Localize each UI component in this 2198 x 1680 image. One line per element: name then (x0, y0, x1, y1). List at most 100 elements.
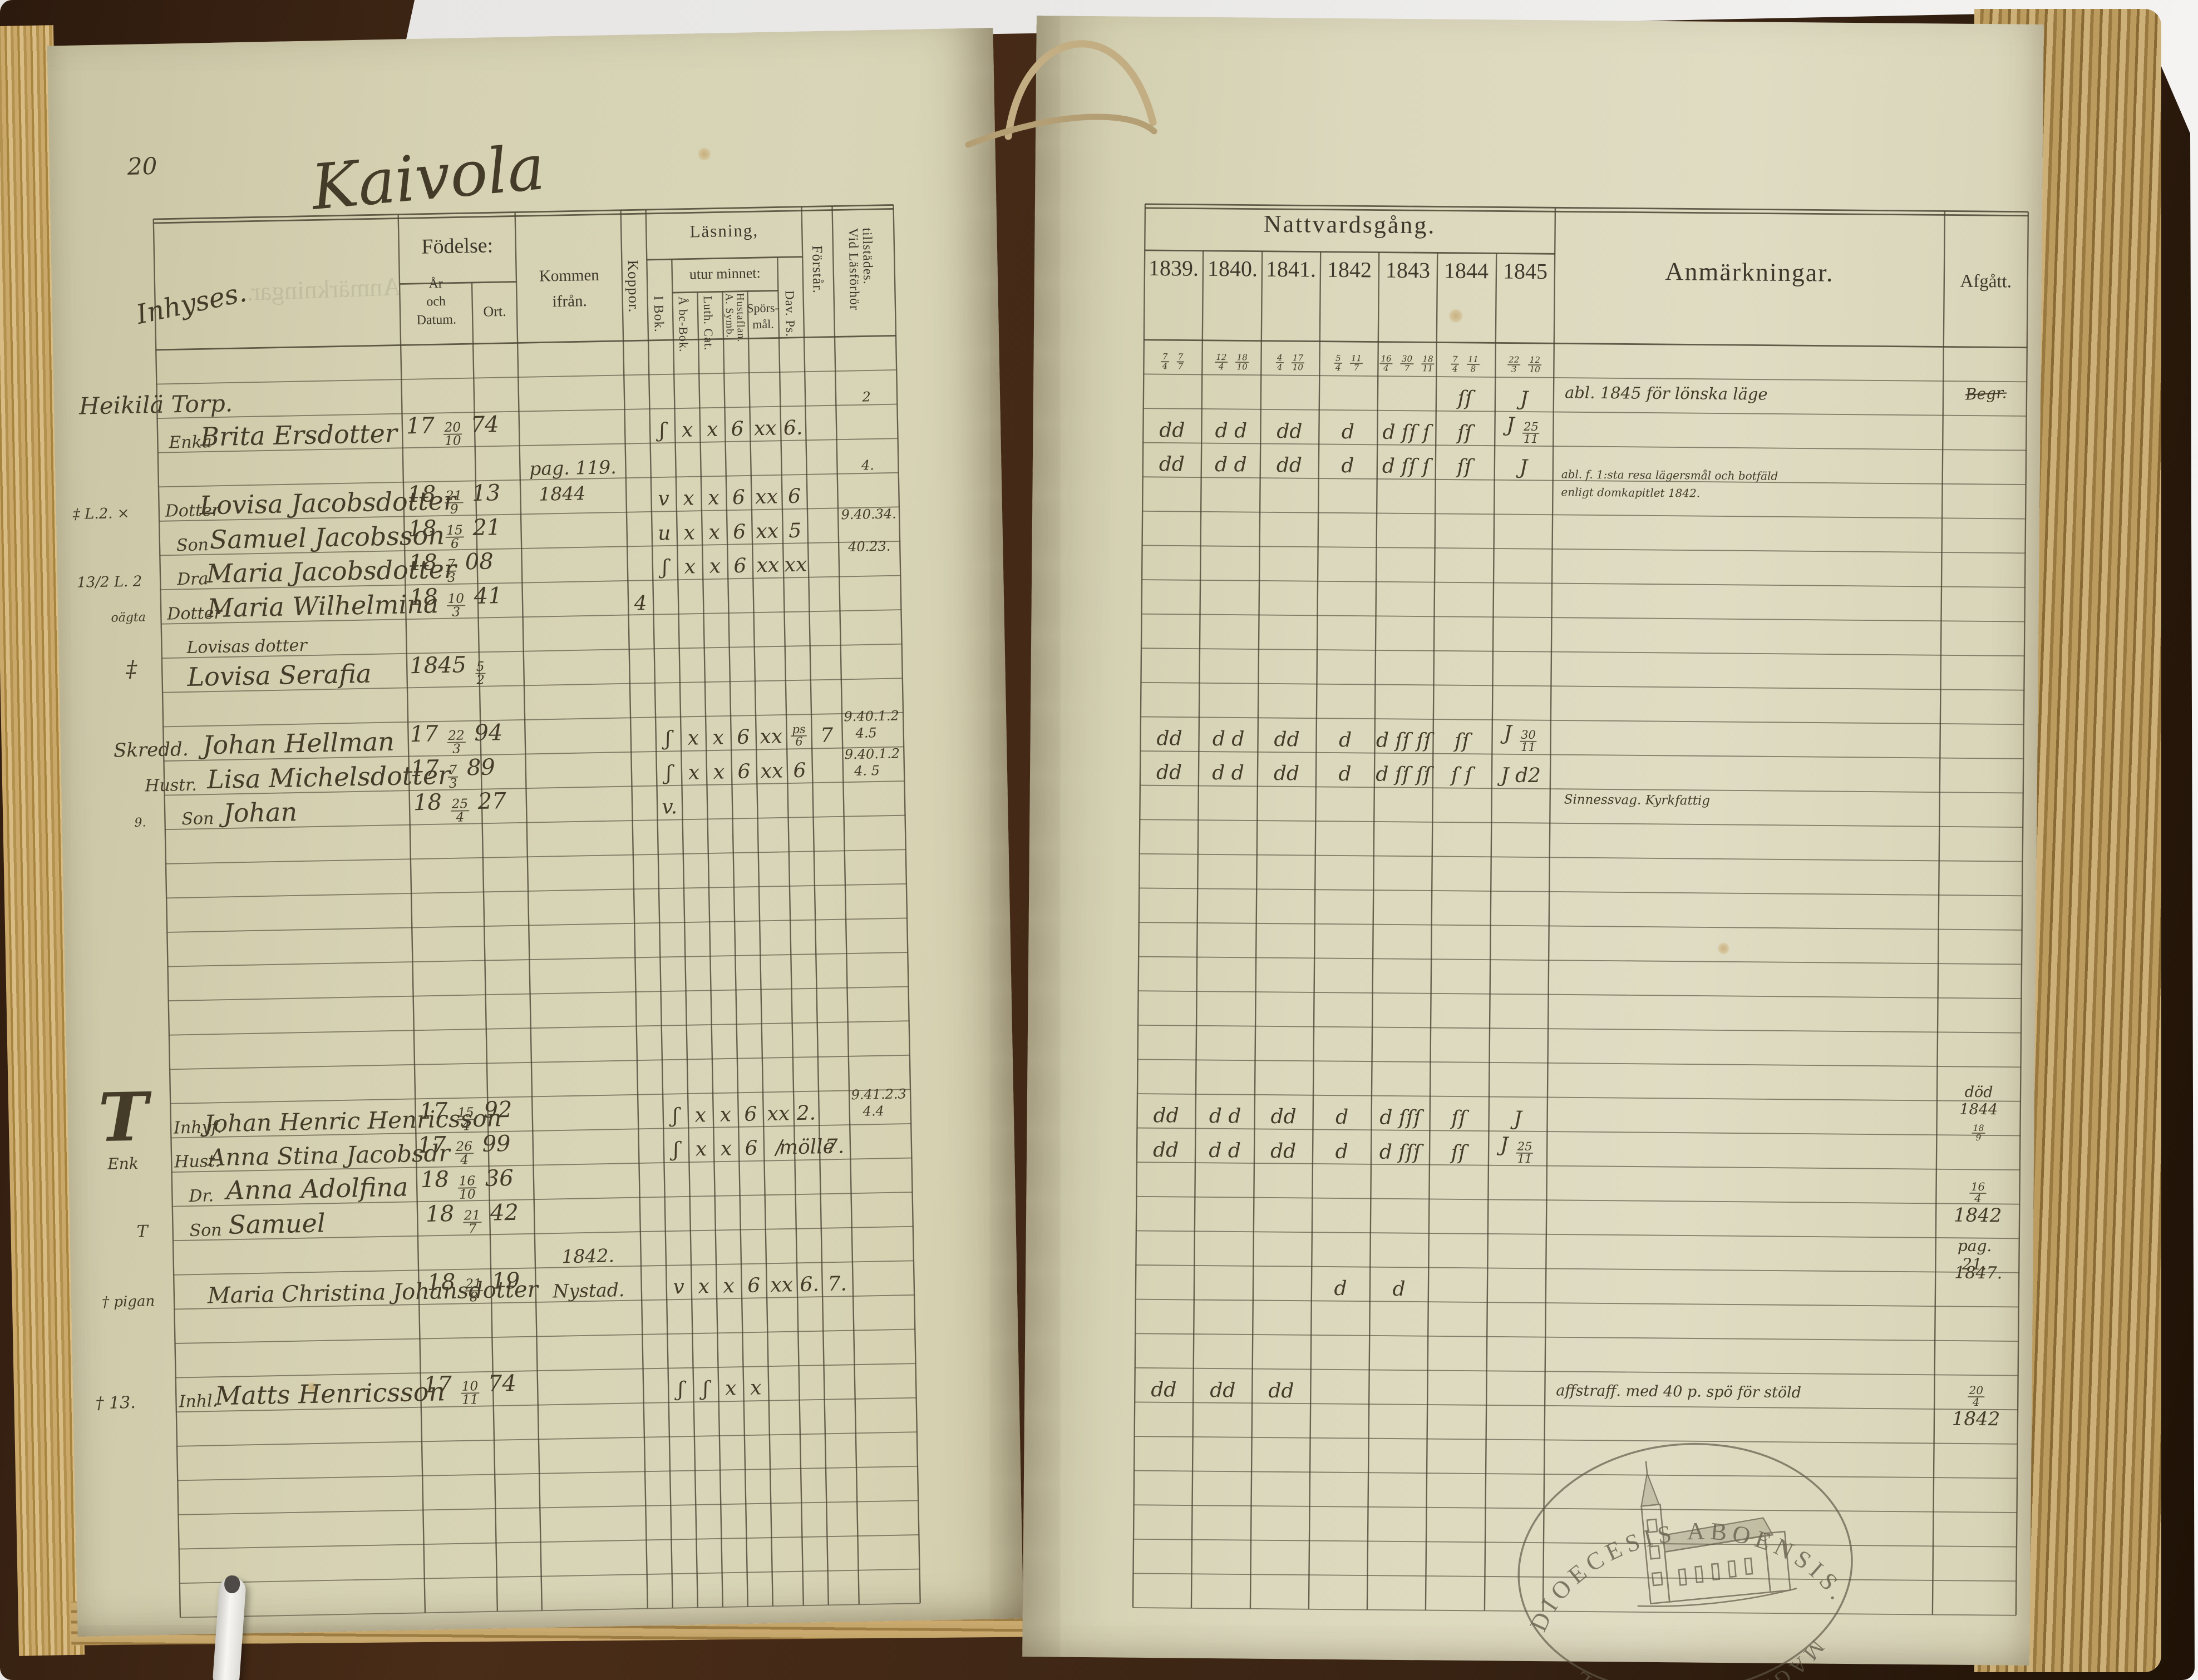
mark-cell: 12 4 18 10 (1213, 348, 1250, 372)
stamp-ring (1517, 1442, 1853, 1680)
mark-cell: xx (753, 417, 777, 441)
communion-marks: dd dd dd (1025, 1369, 2032, 1402)
mark-cell: d d (1212, 761, 1244, 785)
mark-cell: J (1520, 387, 1529, 411)
column-header-forstar: Förstår. (809, 245, 826, 294)
year-header: 1840. (1207, 255, 1258, 281)
column-header-lasning: Läsning, (689, 220, 759, 241)
mark-cell: 6 (732, 486, 746, 510)
entry-birthdate: 18 15 6 21 (408, 514, 501, 551)
mark-cell: ʃ (673, 1138, 679, 1162)
mark-cell: 7 (820, 724, 834, 748)
mark-cell: dd (1210, 1378, 1236, 1402)
mark-cell: dd (1273, 762, 1300, 785)
mark-cell: dd (1270, 1105, 1297, 1129)
column-header-luth-cat: Luth. Cat. (701, 295, 716, 351)
mark-cell: x (695, 1138, 707, 1161)
column-header-ort: Ort. (483, 303, 506, 320)
register-entry: † 13. Inhl. Matts Henricsson 17 10 11 74 … (73, 1363, 1019, 1414)
year-header: 1842 (1327, 256, 1372, 283)
mark-cell: d (1335, 1140, 1348, 1164)
entry-vid: 4. (861, 457, 875, 473)
year-header: 1843 (1385, 257, 1431, 283)
mark-cell: x (720, 1137, 732, 1160)
mark-cell: 6 (732, 520, 746, 544)
mark-cell: d ſſ ſ (1382, 421, 1431, 444)
mark-cell: x (681, 418, 693, 442)
column-header-symb-hustaflan: A. Symb. Hustaflan. (723, 293, 747, 343)
mark-cell: ʃ (665, 727, 672, 750)
mark-cell: dd (1159, 453, 1185, 476)
column-header-koppor: Koppor. (624, 260, 643, 313)
entry-kommen2: Nystad. (552, 1279, 625, 1302)
column-header-anmarkningar: Anmärkningar. (1665, 257, 1834, 287)
diocese-stamp: DIOECESIS ABOENSIS. MAGN: PRINC: FINL. (1516, 1442, 1855, 1680)
entry-vid: 9.40.1.2 (844, 708, 899, 725)
entry-birthdate: 17 15 4 92 (419, 1096, 512, 1134)
entry-kommen: pag. 119. (529, 456, 617, 480)
mark-cell: d ſſſ (1379, 1140, 1421, 1164)
mark-cell: x (719, 1103, 732, 1126)
mark-cell: 6 (737, 760, 751, 783)
mark-cell: d ſſ ſ (1382, 454, 1431, 478)
mark-cell: d d (1209, 1139, 1241, 1163)
mark-cell: xx (756, 554, 780, 577)
entry-kommen: 1844 (538, 482, 586, 505)
entry-birthdate: 18 21 8 19 (427, 1268, 520, 1305)
entry-title: Hustr. (144, 775, 198, 796)
entry-vid: 2 (862, 389, 871, 405)
entry-name: Heikilä Torp. (78, 389, 233, 420)
mark-cell: ſſ (1451, 1141, 1466, 1164)
mark-cell: xx (756, 520, 779, 543)
mark-cell: d (1338, 728, 1352, 752)
entry-birthdate: 17 20 10 74 (406, 411, 500, 448)
column-header-dav-ps: Dav. Ps. (782, 290, 798, 338)
year-header: 1839. (1148, 255, 1199, 281)
remark: abl. f. 1:sta resa lägersmål och botfäld… (1561, 467, 1778, 500)
entry-birthdate: 17 10 11 74 (423, 1370, 517, 1407)
departed-note: 1847. (1954, 1263, 2003, 1283)
communion-marks: dd d d dd d d ſſſ ſſ J (1027, 1095, 2034, 1130)
mark-cell: 2. (796, 1101, 816, 1125)
column-header-utur-minnet: utur minnet: (689, 265, 761, 283)
mark-cell: x (750, 1376, 762, 1400)
mark-cell: x (687, 727, 699, 750)
mark-cell: 6 (787, 485, 801, 508)
mark-cell: 7. (825, 1135, 845, 1159)
entry-birthdate: 18 16 10 36 (420, 1165, 514, 1202)
mark-cell: 16 4 30 7 18 11 (1378, 349, 1436, 373)
entry-birthdate: 18 25 4 27 (413, 788, 507, 825)
entry-title: Inhl. (179, 1391, 218, 1412)
entry-vid2: 4.4 (863, 1103, 885, 1119)
mark-cell: x (688, 761, 700, 784)
cathedral-icon (1637, 1461, 1797, 1607)
entry-title: Dr. (189, 1186, 214, 1207)
entry-vid2: 4.5 (855, 725, 878, 741)
mark-cell: x (684, 555, 696, 579)
mark-cell: dd (1152, 1139, 1179, 1162)
mark-cell: J (1519, 456, 1528, 479)
entry-name: Matts Henricsson (214, 1376, 446, 1411)
mark-cell: 6. (800, 1273, 820, 1297)
mark-cell: x (708, 521, 721, 544)
mark-cell: ſſ (1451, 1106, 1467, 1130)
page-number: 20 (127, 152, 157, 180)
column-header-sporsmal: Spörs- mål. (747, 300, 779, 331)
mark-cell: dd (1270, 1139, 1297, 1163)
entry-margin-note: T (136, 1222, 149, 1242)
mark-cell: d (1392, 1277, 1406, 1301)
mark-cell: d (1334, 1277, 1347, 1301)
mark-cell: ʃ (677, 1378, 684, 1401)
mark-cell: d d (1214, 453, 1247, 477)
mark-cell: u (657, 522, 671, 545)
mark-cell: 6 (743, 1103, 757, 1126)
foxing-spot (697, 147, 711, 161)
mark-cell: x (694, 1104, 707, 1127)
departed-note: död 1844 18 9 (1959, 1083, 1998, 1143)
mark-cell: ʃ (672, 1104, 679, 1128)
mark-cell: J 30 11 (1504, 722, 1537, 754)
